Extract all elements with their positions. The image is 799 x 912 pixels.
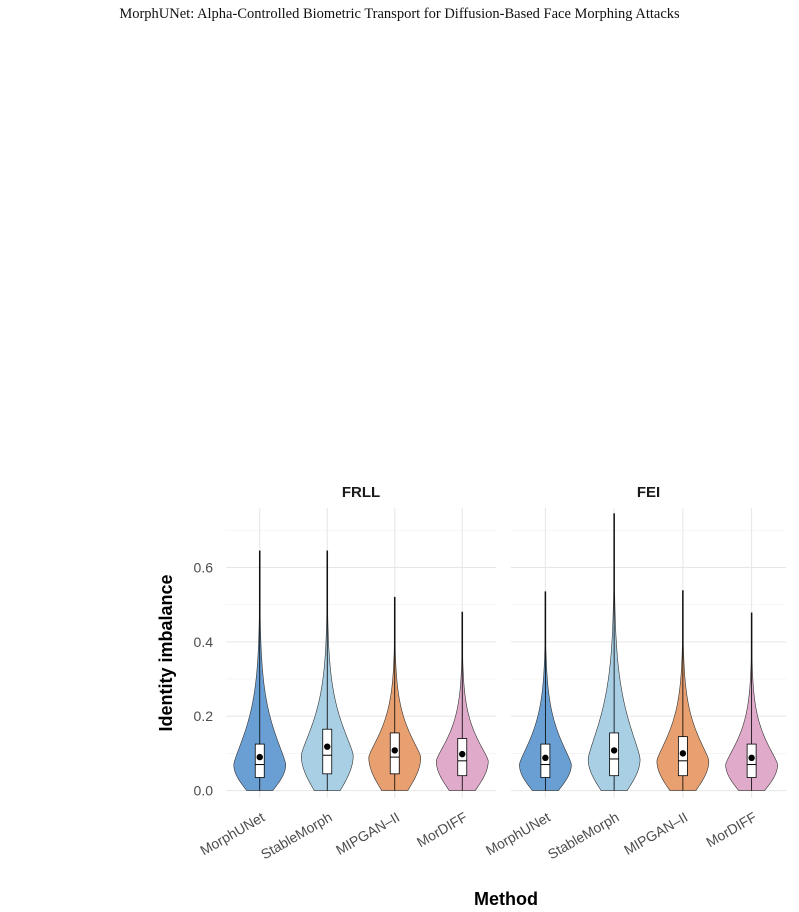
box — [609, 732, 620, 777]
y-tick-label: 0.6 — [194, 559, 214, 575]
mean-point — [610, 747, 618, 754]
y-tick-label: 0.0 — [194, 783, 214, 799]
x-tick-label: StableMorph — [545, 809, 622, 863]
x-tick-label: MIPGAN–II — [621, 809, 690, 858]
mean-point — [324, 743, 331, 750]
y-axis-title: Identity imbalance — [156, 574, 176, 731]
box — [322, 728, 333, 775]
x-tick-label: MorDIFF — [414, 809, 470, 850]
mean-point — [679, 750, 687, 757]
mean-point — [748, 754, 755, 762]
running-header: MorphUNet: Alpha-Controlled Biometric Tr… — [119, 6, 680, 22]
y-tick-label: 0.4 — [194, 634, 214, 650]
x-tick-label: StableMorph — [258, 809, 335, 863]
x-tick-label: MIPGAN–II — [333, 809, 402, 858]
violin-group — [368, 596, 422, 791]
violin-group — [233, 550, 286, 791]
mean-point — [391, 747, 398, 754]
violin-group — [587, 513, 641, 791]
violin-group — [725, 612, 778, 791]
panel-title: FEI — [637, 484, 660, 501]
mean-point — [542, 754, 549, 762]
panel-title: FRLL — [342, 484, 380, 501]
violin-group — [519, 591, 572, 791]
y-tick-label: 0.2 — [194, 708, 214, 724]
mean-point — [459, 750, 466, 758]
x-axis-title: Method — [474, 889, 538, 909]
violin-group — [300, 550, 354, 791]
violin-group — [435, 611, 489, 791]
x-tick-label: MorDIFF — [703, 809, 759, 850]
text-layer: Identity imbalance Method 0.0 0.2 0.4 0.6 FR… — [156, 484, 759, 909]
box — [254, 743, 265, 778]
violin-layer — [233, 513, 778, 791]
x-tick-label: MorphUNet — [483, 809, 553, 859]
x-tick-label: MorphUNet — [197, 809, 267, 859]
mean-point — [256, 753, 263, 761]
violin-group — [656, 590, 710, 791]
